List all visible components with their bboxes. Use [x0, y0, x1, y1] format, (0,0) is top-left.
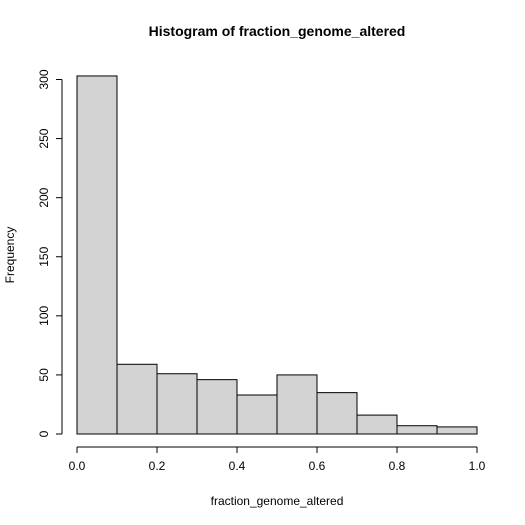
histogram-bar-9: [396, 425, 438, 435]
histogram-bar-1: [76, 75, 118, 435]
histogram-bar-10: [436, 426, 478, 435]
x-tick-label: 0.6: [309, 459, 326, 473]
histogram-bar-3: [156, 373, 198, 435]
x-tick-label: 1.0: [469, 459, 486, 473]
x-tick-label: 0.8: [389, 459, 406, 473]
histogram-bar-7: [316, 392, 358, 435]
histogram-bar-5: [236, 394, 278, 435]
y-axis: 0 50 100 150 200 250 300: [37, 69, 63, 437]
x-axis-label: fraction_genome_altered: [211, 494, 344, 508]
y-tick-label: 200: [37, 187, 51, 207]
histogram-bar-4: [196, 379, 238, 435]
y-tick-label: 300: [37, 69, 51, 89]
bars-group: [76, 75, 478, 435]
y-tick-label: 250: [37, 128, 51, 148]
chart-title: Histogram of fraction_genome_altered: [149, 23, 406, 39]
x-axis: 0.0 0.2 0.4 0.6 0.8 1.0: [69, 446, 486, 473]
y-tick-label: 150: [37, 246, 51, 266]
y-tick-label: 0: [37, 430, 51, 437]
y-axis-label: Frequency: [3, 227, 17, 284]
histogram-bar-8: [356, 414, 398, 435]
y-tick-label: 50: [37, 368, 51, 382]
x-tick-label: 0.2: [149, 459, 166, 473]
x-tick-label: 0.0: [69, 459, 86, 473]
histogram-bar-6: [276, 374, 318, 435]
x-tick-label: 0.4: [229, 459, 246, 473]
y-tick-label: 100: [37, 306, 51, 326]
histogram-bar-2: [116, 363, 158, 435]
